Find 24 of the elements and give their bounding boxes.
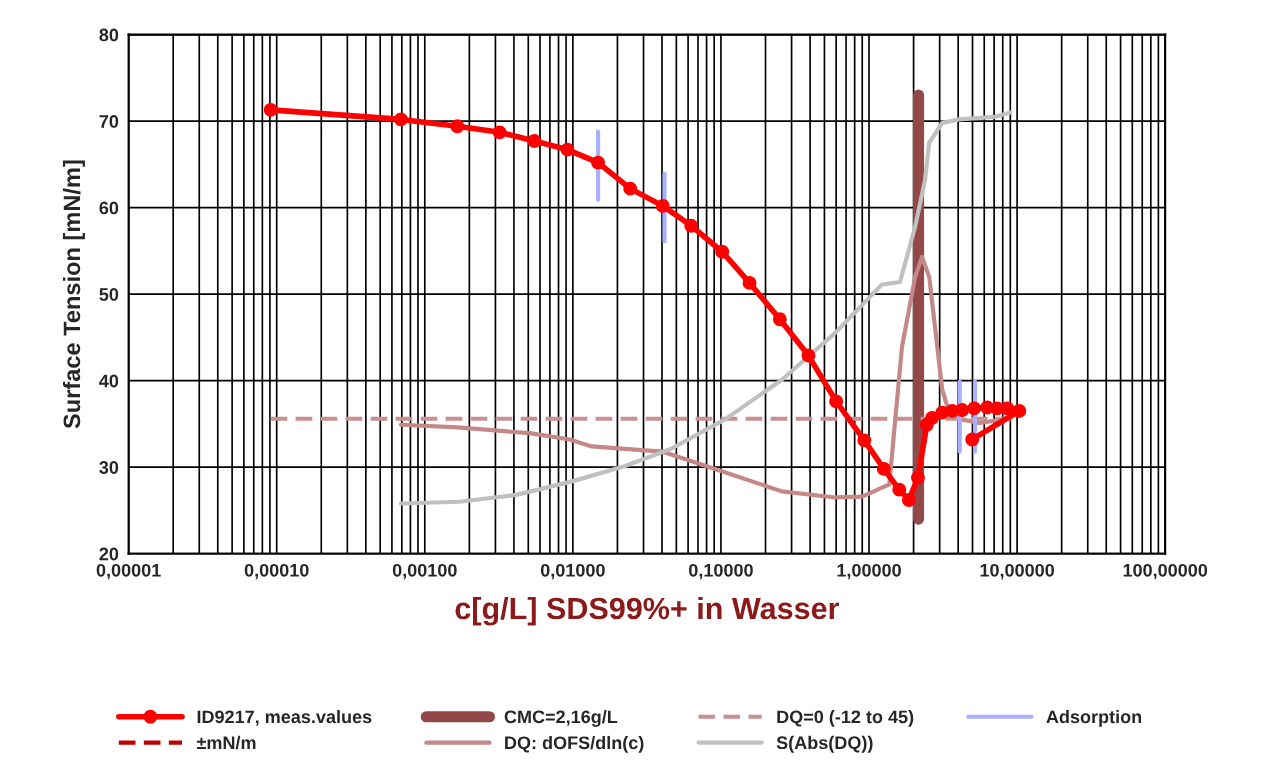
x-axis-title: c[g/L] SDS99%+ in Wasser	[455, 596, 840, 626]
y-tick-label: 30	[99, 461, 119, 474]
y-tick-label: 50	[99, 288, 119, 301]
legend-label: ±mN/m	[196, 735, 256, 750]
y-tick-label: 60	[99, 201, 119, 215]
legend-label: DQ=0 (-12 to 45)	[777, 709, 914, 727]
x-tick-label: 0,01000	[540, 563, 605, 580]
y-tick-label: 20	[99, 547, 119, 561]
x-tick-label: 0,00010	[244, 563, 309, 580]
x-tick-label: 100,00000	[1123, 563, 1208, 580]
legend-label: Adsorption	[1046, 709, 1142, 727]
x-tick-label: 10,00000	[980, 563, 1054, 580]
legend-label: ID9217, meas.values	[197, 709, 372, 726]
y-tick-label: 80	[99, 28, 119, 42]
x-tick-label: 0,00001	[96, 563, 161, 580]
y-tick-label: 40	[99, 374, 119, 388]
x-tick-label: 0,00100	[392, 563, 457, 580]
y-axis-title: Surface Tension [mN/m]	[62, 160, 85, 429]
x-tick-label: 1,00000	[837, 563, 901, 580]
legend-label: DQ: dOFS/dln(c)	[505, 735, 644, 753]
x-tick-label: 0,10000	[689, 563, 753, 580]
legend-label: S(Abs(DQ))	[776, 735, 873, 753]
y-tick-label: 70	[99, 115, 119, 128]
legend-label: CMC=2,16g/L	[504, 709, 618, 727]
